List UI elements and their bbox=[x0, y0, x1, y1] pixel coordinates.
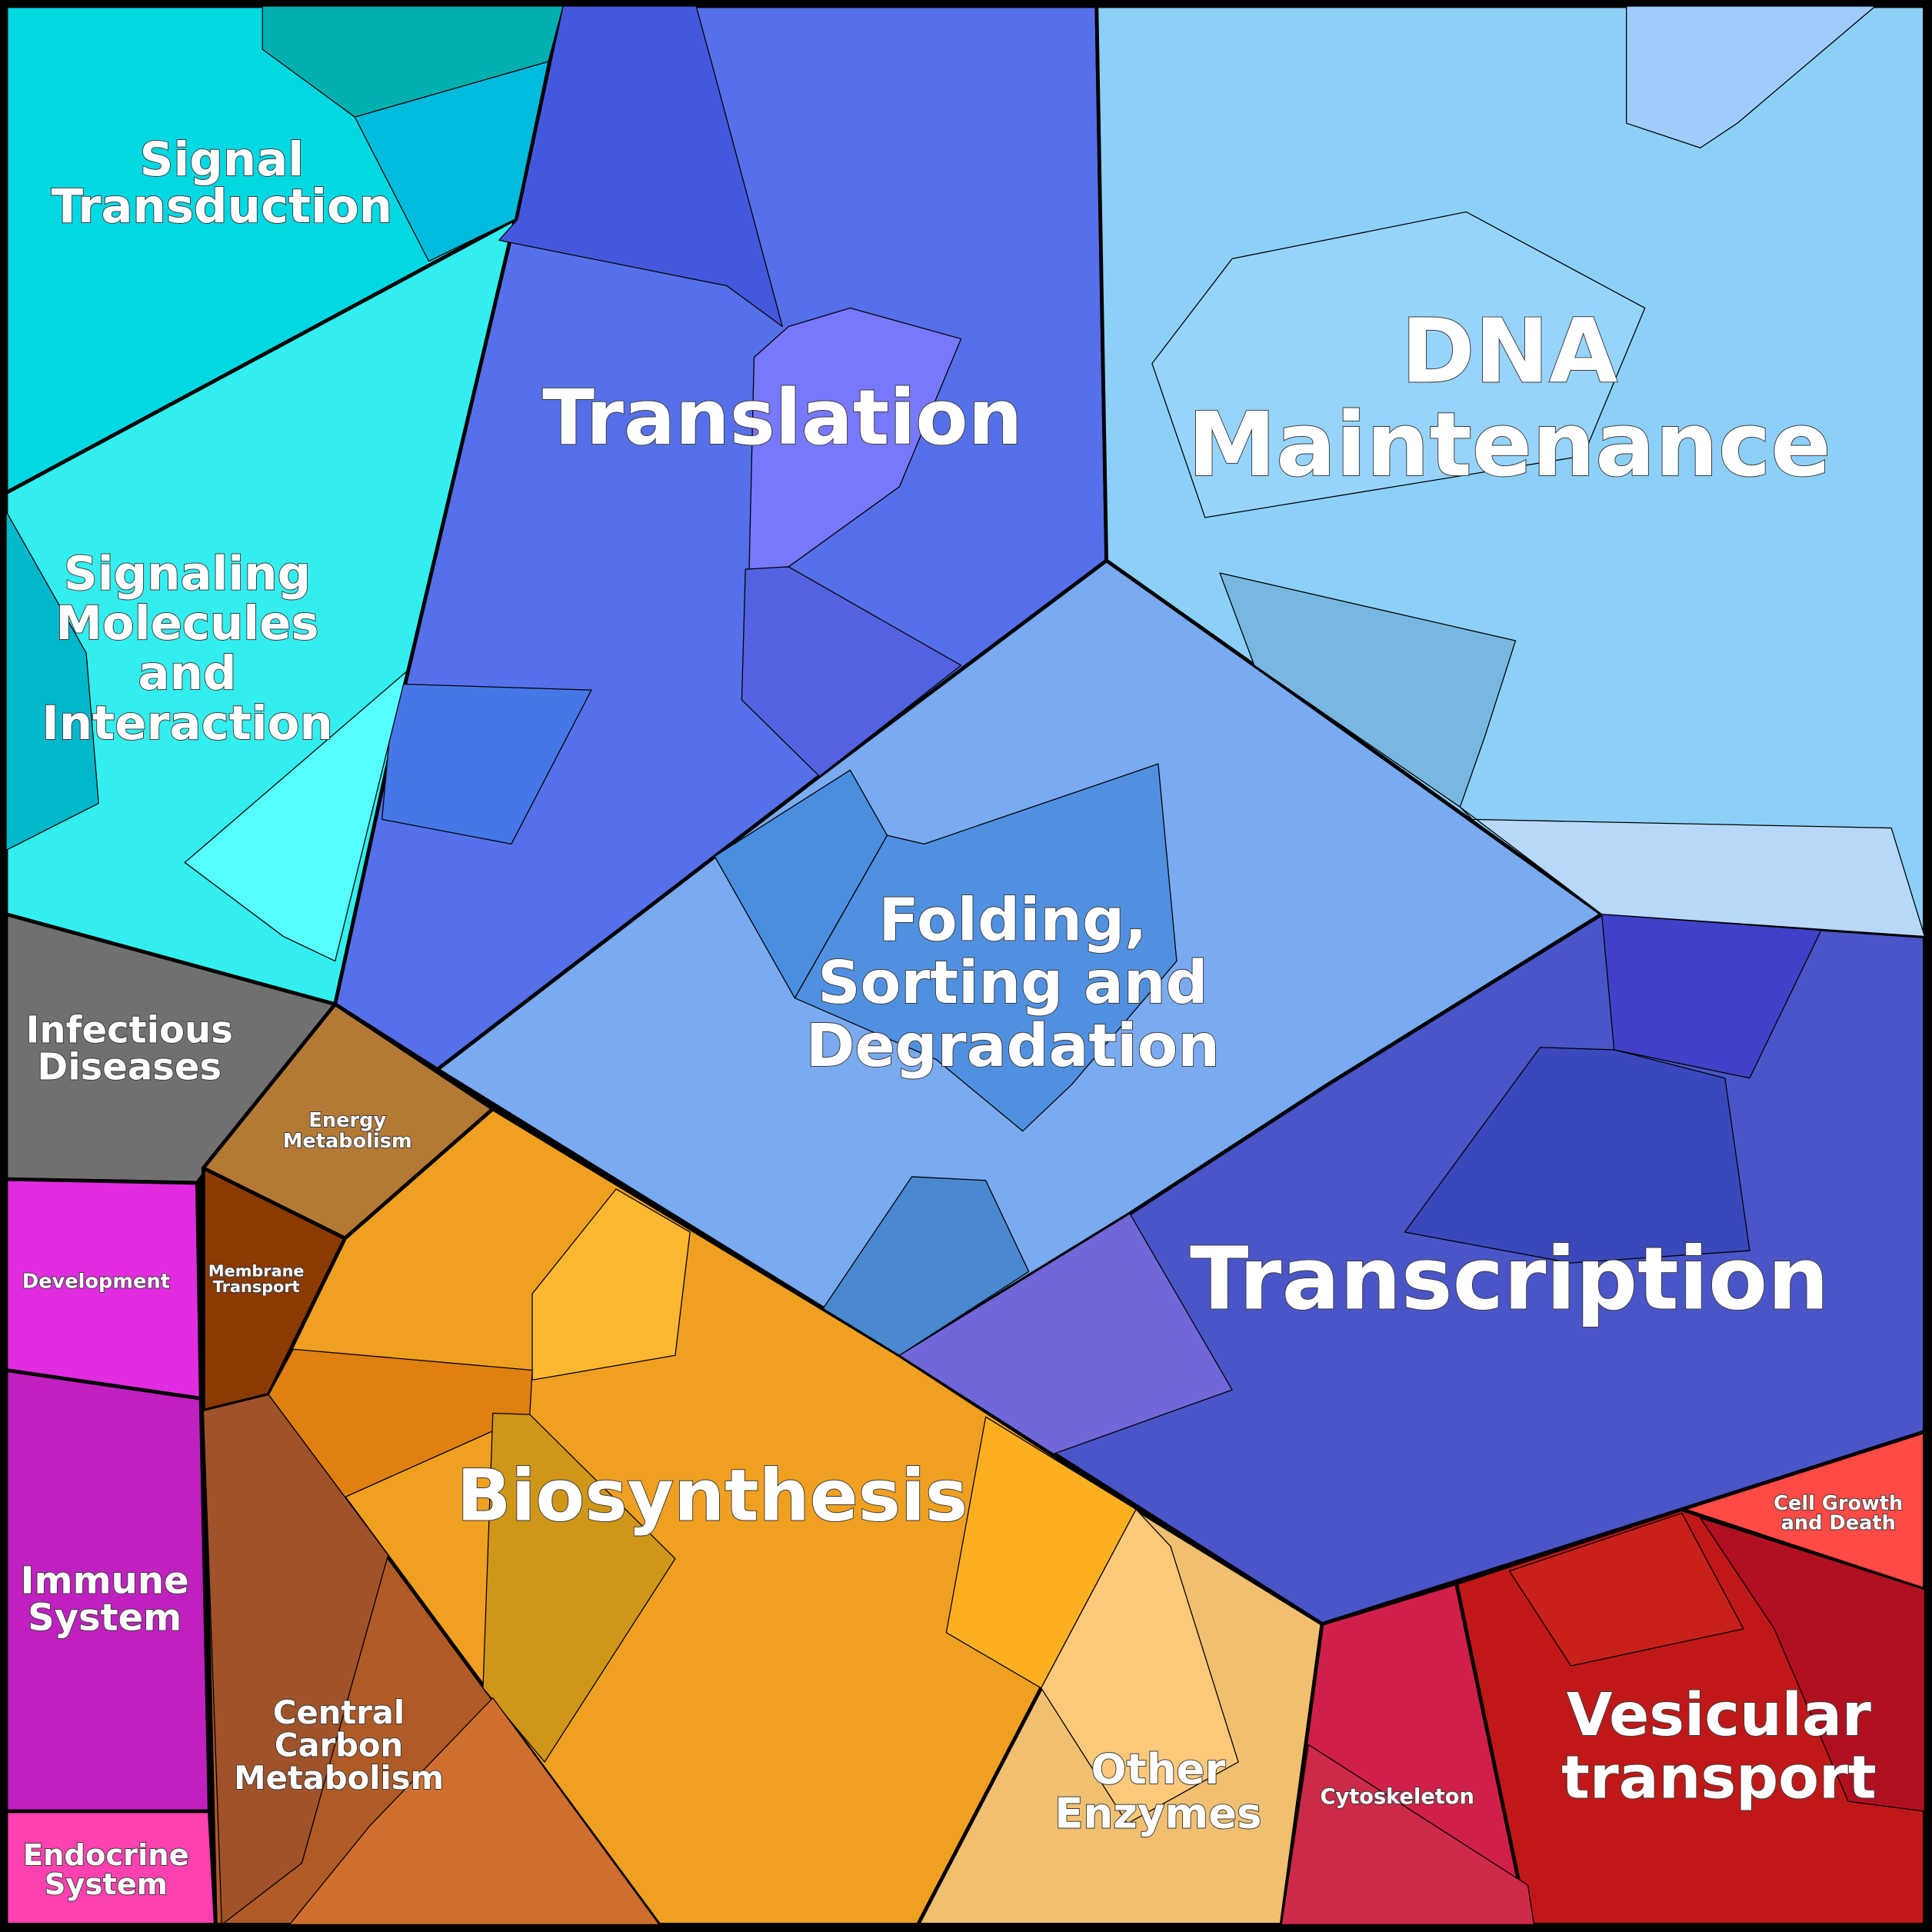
cell bbox=[5, 511, 99, 851]
region-label: Cell Growth bbox=[1774, 1492, 1903, 1515]
region-label: and bbox=[138, 646, 237, 701]
region-label: Other bbox=[1091, 1744, 1225, 1794]
region-label: DNA bbox=[1401, 300, 1618, 403]
cell bbox=[381, 683, 592, 845]
cell bbox=[482, 1412, 676, 1763]
region-label: Infectious bbox=[26, 1009, 233, 1052]
region-label: Transcription bbox=[1190, 1230, 1829, 1330]
region-label: Molecules bbox=[55, 596, 318, 651]
cell bbox=[1041, 1508, 1239, 1824]
region-cell-growth bbox=[1680, 1430, 1927, 1592]
region-label: Metabolism bbox=[234, 1759, 444, 1797]
region-label: Signal bbox=[140, 132, 305, 187]
cell bbox=[531, 1188, 691, 1381]
cell bbox=[714, 769, 888, 999]
region-label: Diseases bbox=[37, 1046, 222, 1089]
region-label: Endocrine bbox=[23, 1838, 189, 1873]
region-label: Interaction bbox=[42, 696, 333, 751]
region-label: and Death bbox=[1781, 1512, 1896, 1535]
cell bbox=[184, 671, 408, 962]
region-label: Carbon bbox=[275, 1726, 403, 1764]
region-label: Membrane bbox=[208, 1261, 305, 1280]
cell bbox=[794, 763, 1178, 1132]
region-label: Maintenance bbox=[1188, 394, 1830, 497]
region-label: Transduction bbox=[52, 179, 393, 234]
region-label: Vesicular bbox=[1567, 1681, 1871, 1750]
cell bbox=[288, 1697, 660, 1926]
region-label: Degradation bbox=[806, 1012, 1220, 1081]
cell bbox=[1700, 1517, 1926, 1812]
region-label: Biosynthesis bbox=[457, 1454, 968, 1537]
region-label: Folding, bbox=[878, 887, 1147, 955]
labels: SignalTransductionSignalingMoleculesandI… bbox=[20, 132, 1904, 1903]
cell bbox=[1151, 211, 1646, 518]
cell bbox=[498, 5, 783, 328]
region-label: transport bbox=[1561, 1744, 1877, 1813]
region-label: Development bbox=[22, 1271, 170, 1294]
cell bbox=[1601, 914, 1822, 1079]
cell bbox=[741, 566, 962, 777]
cell bbox=[354, 61, 549, 262]
cell bbox=[1626, 5, 1876, 148]
region-label: Sorting and bbox=[818, 949, 1208, 1018]
region-label: Transport bbox=[213, 1277, 300, 1296]
region-label: Energy bbox=[308, 1109, 386, 1132]
cells bbox=[5, 5, 1926, 1926]
cell bbox=[1459, 806, 1926, 938]
region-label: Enzymes bbox=[1054, 1789, 1261, 1838]
cell bbox=[1219, 572, 1517, 808]
cell bbox=[202, 1394, 389, 1926]
region-label: Metabolism bbox=[283, 1130, 412, 1153]
region-label: Cytoskeleton bbox=[1321, 1785, 1474, 1809]
region-label: Translation bbox=[542, 374, 1022, 462]
cell bbox=[898, 1213, 1233, 1455]
region-label: System bbox=[45, 1867, 168, 1902]
region-label: Signaling bbox=[64, 546, 311, 601]
region-label: Immune bbox=[21, 1560, 189, 1603]
cell bbox=[1508, 1512, 1744, 1667]
region-label: Central bbox=[273, 1694, 405, 1731]
cell bbox=[1281, 1744, 1535, 1926]
region-label: System bbox=[28, 1597, 182, 1640]
cell bbox=[822, 1176, 1030, 1356]
